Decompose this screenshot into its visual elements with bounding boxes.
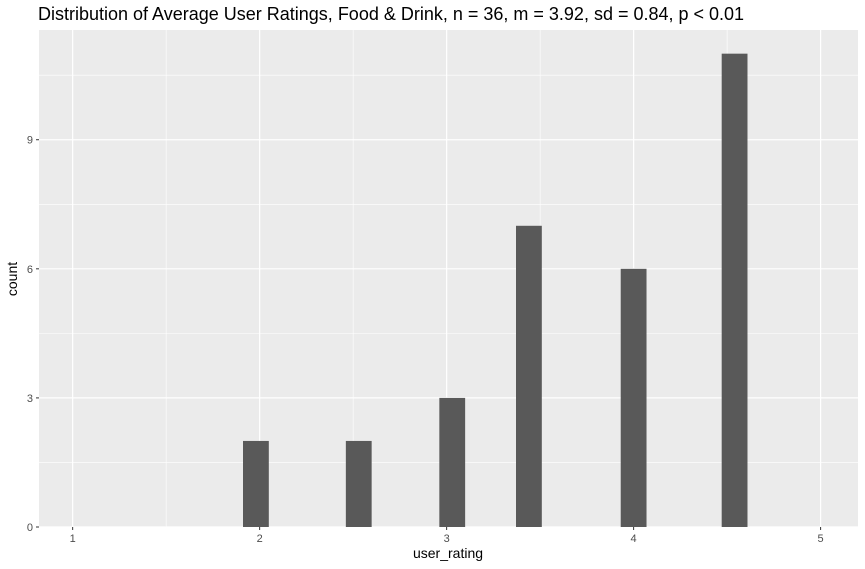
x-tick-label: 5 (818, 533, 824, 545)
x-axis-title: user_rating (413, 545, 483, 561)
y-axis-title: count (4, 262, 20, 296)
y-tick-label: 3 (27, 393, 33, 405)
histogram-bar (721, 53, 748, 528)
histogram-bar (345, 440, 372, 527)
y-tick-label: 9 (27, 135, 33, 147)
y-tick-label: 0 (27, 522, 33, 534)
y-tick-label: 6 (27, 264, 33, 276)
histogram-bar (516, 225, 542, 527)
x-axis-ticks: 1 2 3 4 5 (70, 527, 824, 545)
x-tick-label: 1 (70, 533, 76, 545)
histogram-bar (439, 397, 466, 527)
histogram-bar (243, 440, 269, 527)
x-tick-label: 4 (631, 533, 637, 545)
chart-title: Distribution of Average User Ratings, Fo… (38, 4, 744, 24)
x-tick-label: 2 (257, 533, 263, 545)
x-tick-label: 3 (444, 533, 450, 545)
histogram-bar (620, 268, 647, 527)
y-axis-ticks: 0 3 6 9 (27, 135, 39, 534)
bars (243, 53, 748, 528)
